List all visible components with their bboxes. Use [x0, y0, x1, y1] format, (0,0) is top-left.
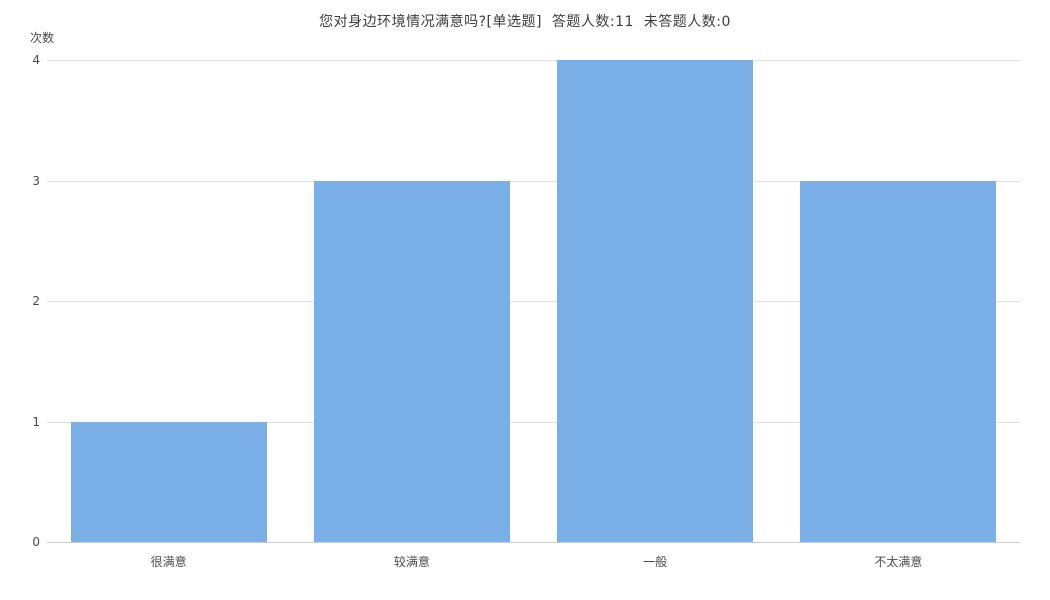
y-tick-label-1: 1 — [32, 414, 40, 429]
bar-1 — [313, 180, 510, 542]
y-tick-label-2: 2 — [32, 294, 40, 308]
gridline-1 — [47, 421, 1020, 423]
x-tick-label-1: 较满意 — [393, 555, 430, 569]
bar-3 — [800, 180, 997, 542]
gridline-3 — [47, 180, 1020, 182]
x-tick-label-0: 很满意 — [150, 555, 187, 569]
gridline-0 — [47, 542, 1020, 543]
plot-area — [47, 60, 1020, 543]
y-axis-ticks: 0 1 2 3 4 — [0, 54, 40, 548]
bar-0 — [70, 421, 267, 542]
y-tick-label-3: 3 — [32, 173, 40, 188]
y-axis-unit-label: 次数 — [30, 31, 55, 45]
chart-title: 您对身边环境情况满意吗?[单选题] 答题人数:11 未答题人数:0 — [319, 14, 731, 30]
x-axis-labels: 很满意 较满意 一般 不太满意 — [47, 553, 1020, 573]
y-tick-label-0: 0 — [32, 535, 40, 549]
gridline-4 — [47, 60, 1020, 61]
y-tick-label-4: 4 — [32, 53, 40, 67]
x-tick-label-2: 一般 — [643, 555, 668, 569]
gridline-2 — [47, 301, 1020, 302]
bar-2 — [557, 60, 754, 542]
x-tick-label-3: 不太满意 — [874, 555, 923, 569]
